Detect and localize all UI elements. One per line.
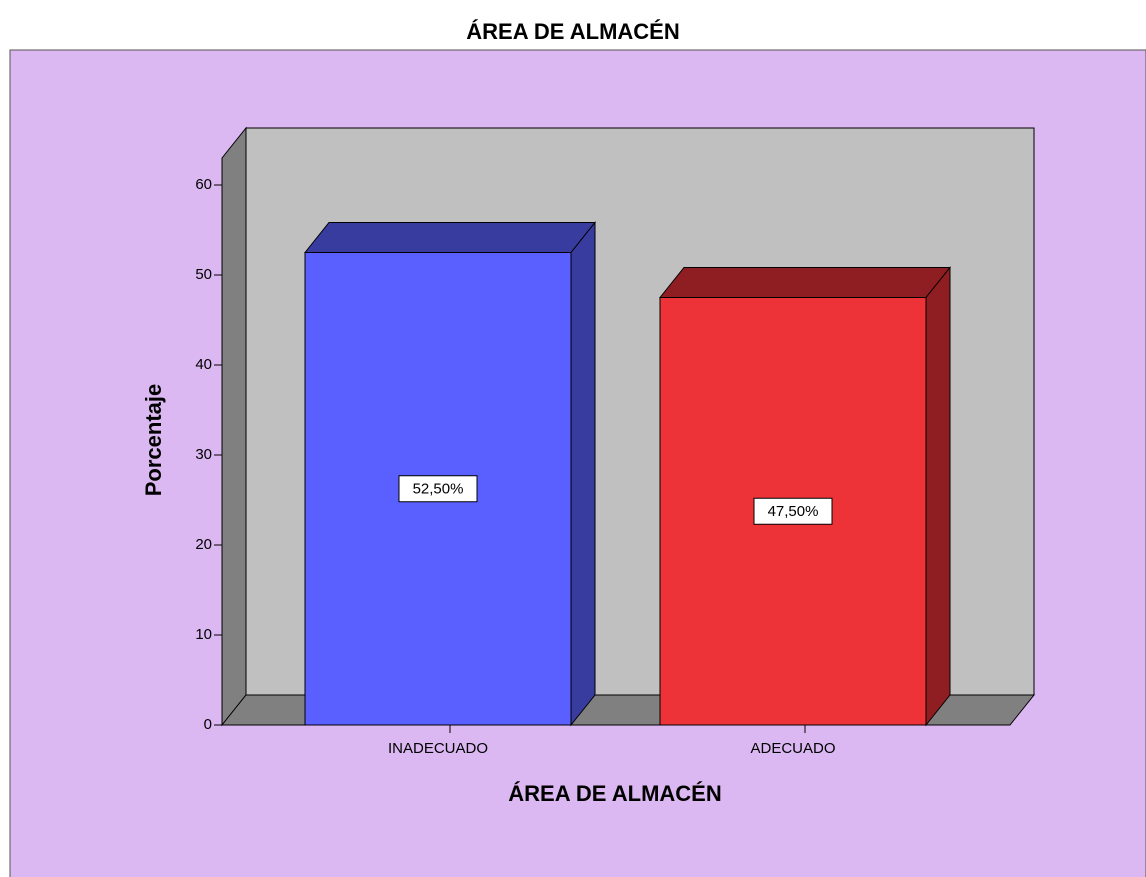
bar-top bbox=[303, 222, 597, 253]
x-tick-label: INADECUADO bbox=[388, 740, 488, 757]
bar-side bbox=[570, 221, 596, 727]
y-tick-label: 0 bbox=[204, 716, 212, 733]
y-tick-label: 30 bbox=[195, 446, 212, 463]
left-wall bbox=[221, 126, 247, 727]
value-label-box bbox=[753, 497, 833, 525]
plot-area: 0 10 20 30 40 50 60 52,50% INADECUADO 47,50% ADECU… bbox=[195, 126, 1036, 757]
y-tick-label: 20 bbox=[195, 536, 212, 553]
value-label: 47,50% bbox=[768, 503, 819, 520]
value-label-box bbox=[398, 475, 478, 503]
bar-top bbox=[658, 267, 952, 298]
y-tick-label: 40 bbox=[195, 356, 212, 373]
bar-side bbox=[925, 266, 951, 727]
value-label: 52,50% bbox=[413, 481, 464, 498]
y-tick-label: 10 bbox=[195, 626, 212, 643]
y-axis-title: Porcentaje bbox=[141, 384, 166, 497]
x-tick-label: ADECUADO bbox=[750, 740, 835, 757]
y-tick-label: 50 bbox=[195, 266, 212, 283]
y-tick-label: 60 bbox=[195, 176, 212, 193]
chart-title: ÁREA DE ALMACÉN bbox=[466, 19, 679, 44]
x-axis-title: ÁREA DE ALMACÉN bbox=[508, 781, 721, 806]
